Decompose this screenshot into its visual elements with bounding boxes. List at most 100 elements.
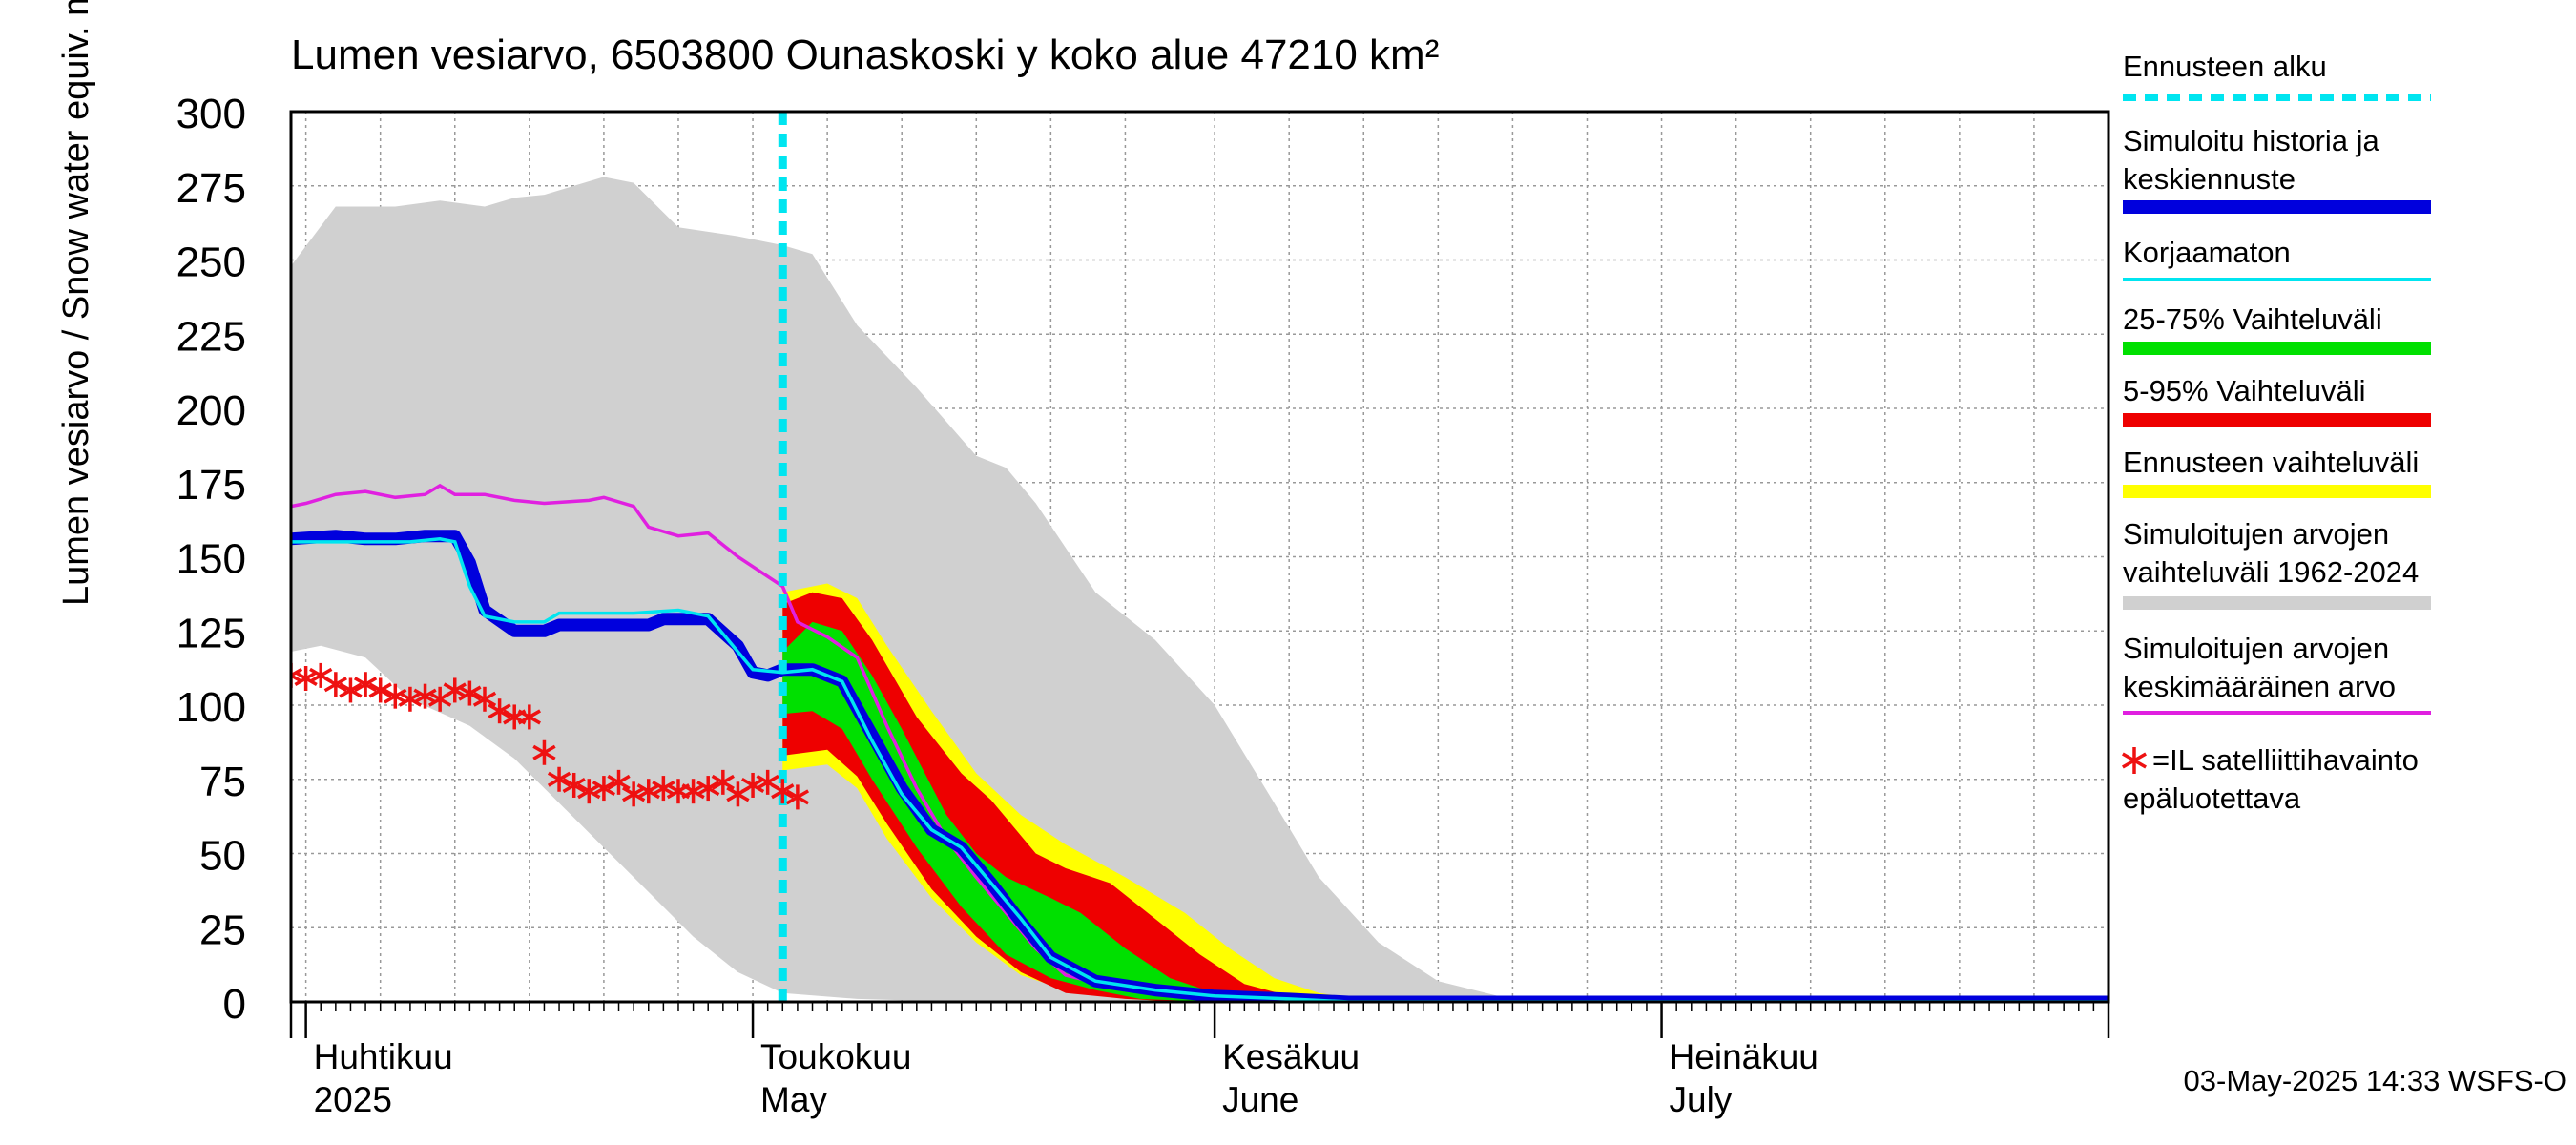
satellite-marker-stroke [532,744,556,760]
satellite-marker-stroke [622,786,646,802]
legend-label-band-5-95: 5-95% Vaihteluväli [2123,374,2365,407]
x-month-label-fi: Kesäkuu [1222,1037,1360,1076]
satellite-marker [532,739,556,765]
satellite-marker-stroke [398,691,423,707]
x-month-label-fi: Heinäkuu [1670,1037,1818,1076]
y-tick-label: 100 [177,684,246,731]
legend-marker-satellite [2122,747,2147,774]
legend-label-forecast-range: Ennusteen vaihteluväli [2123,446,2419,479]
uncorrected-line [291,537,2109,1002]
satellite-marker [517,704,541,730]
satellite-marker-stroke [443,682,467,698]
satellite-marker [592,776,616,802]
satellite-marker [294,666,318,692]
satellite-marker [785,784,810,810]
legend: Ennusteen alku Simuloitu historia ja keski… [2122,50,2431,815]
x-month-label-en: July [1670,1080,1733,1119]
satellite-marker [681,779,705,804]
satellite-marker [368,677,392,703]
legend-label-forecast-start: Ennusteen alku [2123,50,2327,83]
y-tick-label: 275 [177,165,246,212]
x-month-label-fi: Huhtikuu [314,1037,453,1076]
y-tick-label: 225 [177,313,246,360]
satellite-marker-stroke [785,789,810,805]
satellite-marker [696,776,720,802]
satellite-marker [413,683,437,709]
satellite-marker-stroke [636,783,660,800]
satellite-marker-stroke [339,682,363,698]
y-tick-label: 25 [199,906,246,953]
legend-label-hist-range: Simuloitujen arvojen vaihteluväli 1962-20… [2123,517,2419,589]
satellite-marker [291,662,303,688]
satellite-marker-stroke [384,688,407,704]
satellite-marker [636,779,660,804]
satellite-marker [398,686,423,712]
satellite-marker-stroke [547,771,571,787]
plot-area [291,112,2109,1002]
satellite-marker [323,672,347,697]
satellite-marker-stroke [740,777,765,793]
satellite-marker [353,672,378,697]
satellite-marker-stroke [726,786,750,802]
y-axis: 0 25 50 75 100 125 150 175 200 225 250 275 300 [177,91,246,1028]
y-tick-label: 200 [177,387,246,434]
satellite-marker [622,781,646,807]
legend-label-hist-mean: Simuloitujen arvojen keskimääräinen arvo [2123,632,2396,703]
y-tick-label: 75 [199,759,246,805]
legend-label-uncorrected: Korjaamaton [2123,236,2291,269]
satellite-marker [607,769,631,795]
satellite-marker [740,772,765,798]
hist-range-band [291,177,2109,1002]
y-tick-label: 0 [223,981,246,1028]
satellite-marker [577,779,601,804]
satellite-marker-stroke [353,677,378,693]
satellite-marker-stroke [472,691,497,707]
satellite-marker [562,772,586,798]
satellite-marker-stroke [413,688,437,704]
timestamp: 03-May-2025 14:33 WSFS-O [2184,1064,2566,1097]
y-tick-label: 50 [199,833,246,880]
satellite-marker [547,766,571,792]
x-month-label-en: May [760,1080,827,1119]
satellite-marker-stroke [291,667,303,677]
y-tick-label: 250 [177,239,246,286]
satellite-marker-stroke [294,670,318,687]
legend-label-satellite: =IL satelliittihavainto epäluotettava [2123,743,2419,815]
satellite-marker [771,779,795,804]
satellite-marker-stroke [577,783,601,800]
x-month-label-en: 2025 [314,1080,392,1119]
satellite-marker-stroke [323,677,347,693]
legend-label-simulated: Simuloitu historia ja keskiennuste [2123,124,2380,196]
satellite-marker-stroke [488,703,511,719]
satellite-marker-stroke [368,682,392,698]
satellite-marker-stroke [592,781,616,797]
legend-label-band-25-75: 25-75% Vaihteluväli [2123,302,2382,336]
satellite-marker-stroke [2122,752,2147,769]
satellite-marker [384,683,407,709]
y-tick-label: 175 [177,462,246,509]
chart-title: Lumen vesiarvo, 6503800 Ounaskoski y kok… [291,31,1439,78]
satellite-marker [339,677,363,703]
satellite-marker-stroke [696,781,720,797]
satellite-marker [652,776,675,802]
satellite-marker-stroke [562,777,586,793]
satellite-marker [488,698,511,724]
satellite-marker [443,677,467,703]
satellite-marker-stroke [771,783,795,800]
satellite-marker [711,769,735,795]
satellite-marker-stroke [517,709,541,725]
x-month-label-en: June [1222,1080,1298,1119]
y-tick-label: 300 [177,91,246,137]
satellite-marker [472,686,497,712]
satellite-marker-stroke [607,774,631,790]
x-month-label-fi: Toukokuu [760,1037,911,1076]
satellite-marker-stroke [681,783,705,800]
satellite-marker-stroke [458,685,482,701]
satellite-marker-stroke [291,673,303,683]
satellite-marker-stroke [711,774,735,790]
y-tick-label: 150 [177,536,246,583]
band-5-95 [782,592,2109,1002]
y-tick-label: 125 [177,610,246,656]
x-axis: Huhtikuu 2025 Toukokuu May Kesäkuu June Heinäk… [289,1002,2110,1119]
